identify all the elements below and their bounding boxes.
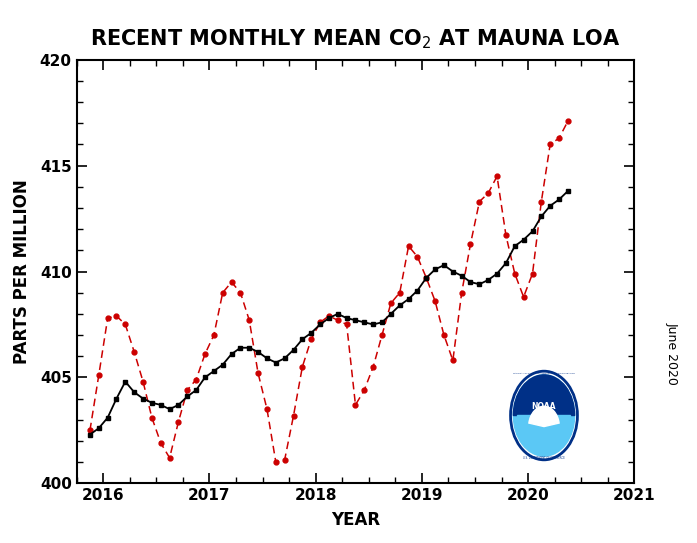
Y-axis label: PARTS PER MILLION: PARTS PER MILLION bbox=[13, 179, 31, 364]
Circle shape bbox=[513, 375, 574, 456]
Wedge shape bbox=[529, 406, 559, 427]
Wedge shape bbox=[517, 415, 570, 451]
Circle shape bbox=[510, 371, 577, 460]
Text: U.S. DEPARTMENT OF COMMERCE: U.S. DEPARTMENT OF COMMERCE bbox=[523, 456, 565, 460]
Text: NOAA: NOAA bbox=[532, 402, 556, 411]
Text: NATIONAL OCEANIC AND ATMOSPHERIC ADMINISTRATION: NATIONAL OCEANIC AND ATMOSPHERIC ADMINIS… bbox=[513, 373, 575, 374]
Text: June 2020: June 2020 bbox=[666, 321, 679, 384]
Wedge shape bbox=[513, 375, 574, 415]
X-axis label: YEAR: YEAR bbox=[331, 512, 380, 529]
Title: RECENT MONTHLY MEAN CO$_2$ AT MAUNA LOA: RECENT MONTHLY MEAN CO$_2$ AT MAUNA LOA bbox=[91, 28, 620, 52]
